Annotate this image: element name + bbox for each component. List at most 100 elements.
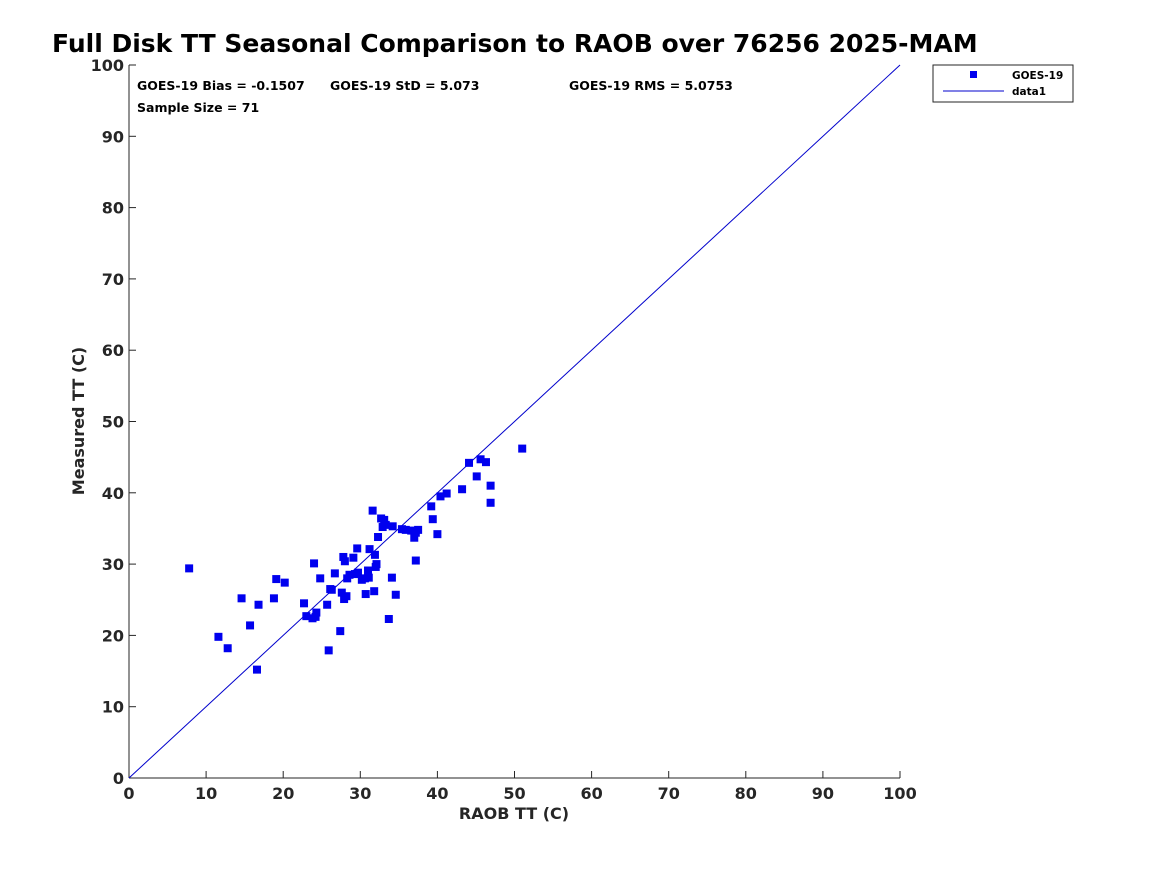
scatter-point	[272, 575, 281, 584]
scatter-point	[388, 522, 397, 531]
scatter-point	[370, 587, 379, 596]
scatter-point	[364, 566, 373, 575]
scatter-point	[381, 520, 390, 529]
scatter-point	[302, 612, 311, 621]
y-tick-label: 50	[102, 413, 124, 432]
scatter-point	[476, 455, 485, 464]
scatter-point	[401, 525, 410, 534]
y-axis-label: Measured TT (C)	[69, 347, 88, 495]
scatter-point	[365, 545, 374, 554]
scatter-point	[364, 573, 373, 582]
scatter-point	[410, 533, 419, 542]
scatter-point	[353, 568, 362, 577]
scatter-point	[349, 553, 358, 562]
y-tick-label: 10	[102, 698, 124, 717]
scatter-point	[340, 557, 349, 566]
scatter-point	[384, 615, 393, 624]
scatter-point	[465, 458, 474, 467]
scatter-point	[345, 570, 354, 579]
scatter-point	[310, 559, 319, 568]
scatter-point	[370, 550, 379, 559]
stat-sample-size: Sample Size = 71	[137, 100, 259, 115]
scatter-point	[387, 573, 396, 582]
scatter-point	[472, 472, 481, 481]
series-points	[185, 444, 527, 674]
x-ticks: 0 10 20 30 40 50 60 70 80 90 100	[123, 771, 917, 803]
scatter-point	[442, 489, 451, 498]
scatter-point	[481, 458, 490, 467]
y-tick-label: 90	[102, 127, 124, 146]
scatter-point	[380, 515, 389, 524]
x-tick-label: 10	[195, 784, 217, 803]
x-tick-label: 100	[883, 784, 916, 803]
legend-label-goes19: GOES-19	[1012, 70, 1063, 82]
scatter-point	[269, 594, 278, 603]
scatter-point	[433, 530, 442, 539]
scatter-point	[342, 592, 351, 601]
scatter-point	[391, 590, 400, 599]
scatter-point	[330, 569, 339, 578]
scatter-point	[254, 600, 263, 609]
x-tick-label: 20	[272, 784, 294, 803]
scatter-point	[185, 564, 194, 573]
scatter-point	[311, 612, 320, 621]
scatter-point	[353, 544, 362, 553]
scatter-point	[368, 506, 377, 515]
scatter-point	[237, 594, 246, 603]
scatter-point	[339, 552, 348, 561]
scatter-point	[300, 599, 309, 608]
legend-marker-goes19	[970, 71, 977, 78]
scatter-point	[372, 560, 381, 569]
scatter-point	[414, 525, 423, 534]
scatter-point	[361, 590, 370, 599]
y-tick-label: 20	[102, 626, 124, 645]
scatter-point	[323, 600, 332, 609]
scatter-point	[436, 492, 445, 501]
scatter-point	[280, 578, 289, 587]
scatter-point	[327, 585, 336, 594]
y-tick-label: 70	[102, 270, 124, 289]
legend-box	[932, 64, 1074, 103]
x-tick-label: 30	[349, 784, 371, 803]
y-tick-label: 60	[102, 341, 124, 360]
scatter-point	[337, 588, 346, 597]
scatter-point	[427, 502, 436, 511]
scatter-point	[486, 498, 495, 507]
stat-std: GOES-19 StD = 5.073	[330, 78, 479, 93]
y-tick-label: 100	[91, 56, 124, 75]
stat-rms: GOES-19 RMS = 5.0753	[569, 78, 733, 93]
x-axis-label: RAOB TT (C)	[459, 804, 569, 823]
y-ticks: 0 10 20 30 40 50 60 70 80 90 100	[91, 56, 136, 788]
plot-area: 0 10 20 30 40 50 60 70 80 90 100 0 10 20 30 40 50 60 70 80…	[91, 56, 917, 803]
x-tick-label: 70	[658, 784, 680, 803]
x-tick-label: 0	[123, 784, 134, 803]
scatter-point	[336, 627, 345, 636]
one-to-one-line	[128, 64, 901, 779]
scatter-point	[316, 574, 325, 583]
scatter-point	[246, 621, 255, 630]
y-tick-label: 80	[102, 199, 124, 218]
scatter-point	[374, 533, 383, 542]
x-tick-label: 50	[503, 784, 525, 803]
scatter-point	[312, 608, 321, 617]
scatter-point	[486, 481, 495, 490]
x-tick-label: 40	[426, 784, 448, 803]
stat-bias: GOES-19 Bias = -0.1507	[137, 78, 305, 93]
scatter-point	[458, 485, 467, 494]
x-tick-label: 60	[580, 784, 602, 803]
y-tick-label: 30	[102, 555, 124, 574]
series-lines	[128, 64, 901, 779]
y-tick-label: 40	[102, 484, 124, 503]
legend-label-data1: data1	[1012, 86, 1046, 98]
scatter-point	[411, 556, 420, 565]
x-tick-label: 80	[735, 784, 757, 803]
scatter-point	[223, 644, 232, 653]
y-tick-label: 0	[113, 769, 124, 788]
scatter-point	[252, 665, 261, 674]
legend: GOES-19 data1	[932, 64, 1074, 103]
scatter-point	[407, 526, 416, 535]
scatter-point	[518, 444, 527, 453]
scatter-point	[214, 632, 223, 641]
chart-title: Full Disk TT Seasonal Comparison to RAOB…	[52, 29, 978, 58]
